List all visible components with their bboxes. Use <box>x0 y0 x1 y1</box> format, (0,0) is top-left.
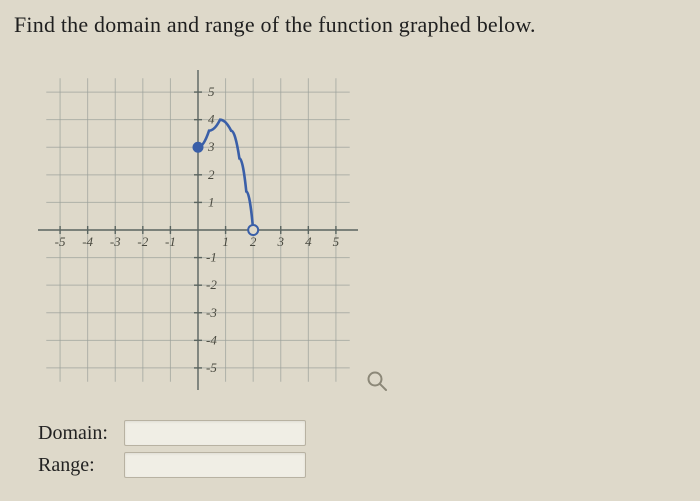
svg-text:-2: -2 <box>137 234 148 249</box>
svg-text:4: 4 <box>208 112 215 127</box>
graph-svg: -5 -4 -3 -2 -1 1 2 3 4 5 -5 -4 -3 -2 -1 1 2 3 4 5 <box>38 70 358 390</box>
svg-text:-5: -5 <box>206 360 217 375</box>
svg-text:-4: -4 <box>82 234 93 249</box>
svg-text:-4: -4 <box>206 332 217 347</box>
svg-text:-2: -2 <box>206 277 217 292</box>
function-graph: -5 -4 -3 -2 -1 1 2 3 4 5 -5 -4 -3 -2 -1 1 2 3 4 5 <box>38 70 358 390</box>
svg-text:2: 2 <box>208 167 215 182</box>
answers-block: Domain: Range: <box>38 420 306 484</box>
domain-row: Domain: <box>38 420 306 446</box>
svg-text:1: 1 <box>208 194 215 209</box>
svg-text:-3: -3 <box>110 234 121 249</box>
svg-text:2: 2 <box>250 234 257 249</box>
zoom-icon[interactable] <box>366 370 388 397</box>
range-input[interactable] <box>124 452 306 478</box>
svg-text:-1: -1 <box>165 234 176 249</box>
svg-text:3: 3 <box>277 234 285 249</box>
svg-text:-3: -3 <box>206 305 217 320</box>
svg-text:4: 4 <box>305 234 312 249</box>
svg-text:-1: -1 <box>206 250 217 265</box>
svg-text:3: 3 <box>207 139 215 154</box>
range-label: Range: <box>38 454 124 477</box>
range-row: Range: <box>38 452 306 478</box>
domain-input[interactable] <box>124 420 306 446</box>
svg-text:5: 5 <box>333 234 340 249</box>
question-text: Find the domain and range of the functio… <box>14 12 536 38</box>
svg-text:5: 5 <box>208 84 215 99</box>
worksheet-page: Find the domain and range of the functio… <box>0 0 700 501</box>
svg-text:1: 1 <box>222 234 229 249</box>
domain-label: Domain: <box>38 422 124 445</box>
svg-text:-5: -5 <box>55 234 66 249</box>
